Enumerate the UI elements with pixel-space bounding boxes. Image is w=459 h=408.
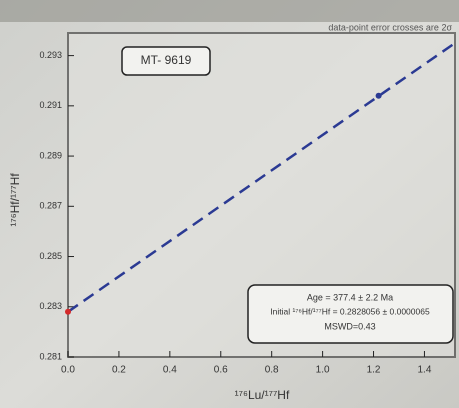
y-tick-label: 0.281 bbox=[39, 351, 62, 361]
y-tick-label: 0.293 bbox=[39, 50, 62, 60]
y-axis-title: ¹⁷⁶Hf/¹⁷⁷Hf bbox=[8, 173, 22, 227]
photo-strip bbox=[0, 0, 459, 22]
x-tick-label: 0.4 bbox=[163, 365, 177, 376]
y-tick-label: 0.287 bbox=[39, 201, 62, 211]
y-tick-label: 0.291 bbox=[39, 100, 62, 110]
data-point bbox=[65, 309, 71, 315]
x-tick-label: 1.0 bbox=[316, 365, 330, 376]
x-axis-title: ¹⁷⁶Lu/¹⁷⁷Hf bbox=[235, 388, 290, 402]
note: data-point error crosses are 2σ bbox=[328, 22, 452, 32]
result-line: Age = 377.4 ± 2.2 Ma bbox=[307, 292, 393, 302]
x-tick-label: 0.8 bbox=[265, 365, 279, 376]
x-tick-label: 0.2 bbox=[112, 365, 126, 376]
result-line: MSWD=0.43 bbox=[324, 321, 375, 331]
y-tick-label: 0.283 bbox=[39, 301, 62, 311]
x-tick-label: 0.0 bbox=[61, 365, 75, 376]
y-tick-label: 0.285 bbox=[39, 251, 62, 261]
x-tick-label: 1.2 bbox=[367, 365, 381, 376]
sample-label: MT- 9619 bbox=[141, 53, 192, 67]
data-point bbox=[376, 93, 382, 99]
chart: data-point error crosses are 2σ MT- 9619… bbox=[0, 0, 459, 408]
y-tick-label: 0.289 bbox=[39, 150, 62, 160]
x-tick-label: 0.6 bbox=[214, 365, 228, 376]
x-tick-label: 1.4 bbox=[417, 365, 431, 376]
result-line: Initial ¹⁷⁶Hf/¹⁷⁷Hf = 0.2828056 ± 0.0000… bbox=[270, 306, 430, 316]
